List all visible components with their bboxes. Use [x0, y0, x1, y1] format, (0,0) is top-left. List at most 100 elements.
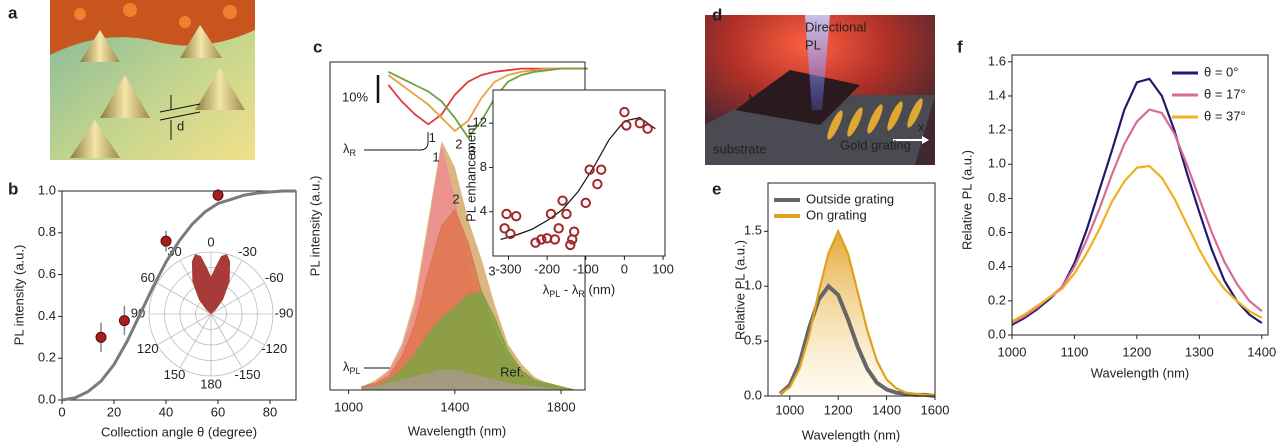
polar-tick-label: -90	[275, 305, 294, 320]
lambda-r: λR	[343, 141, 357, 158]
data-point	[642, 123, 653, 134]
polar-tick-label: 120	[137, 341, 159, 356]
y-tick-label: 0.4	[988, 258, 1006, 273]
series-line	[779, 228, 935, 396]
polar-tick-label: 0	[207, 234, 214, 249]
panel-label: c	[313, 37, 322, 56]
plot-frame	[767, 182, 936, 397]
y-tick-label: 0.5	[744, 333, 762, 348]
inset-x-title-part: λ	[543, 282, 550, 297]
grating-bar	[827, 110, 843, 140]
legend-label: θ = 0°	[1204, 64, 1238, 79]
cone	[80, 30, 120, 62]
panel-label: d	[712, 5, 722, 24]
x-tick-label: -100	[573, 261, 599, 276]
series-line	[1011, 164, 1263, 323]
x-tick-label: 1300	[1185, 344, 1214, 359]
y-tick-label: 0.8	[38, 224, 56, 239]
y-tick-label: 12	[473, 115, 487, 130]
y-tick-label: 0.0	[988, 326, 1006, 341]
data-point	[621, 120, 632, 131]
lambda-r-part: λ	[343, 141, 350, 156]
cone	[195, 68, 245, 110]
x-tick-label: 60	[211, 404, 225, 419]
panel-label: e	[712, 179, 721, 198]
y-tick-label: 1.0	[988, 156, 1006, 171]
series-label: 1	[432, 149, 439, 164]
polar-spoke	[157, 313, 212, 346]
x-tick-label: -200	[534, 261, 560, 276]
npl-film	[735, 70, 860, 125]
legend-label: θ = 37°	[1204, 108, 1246, 123]
lambda-r-arrow	[364, 132, 429, 151]
y-tick-label: 0.4	[38, 308, 56, 323]
annotation: Directional	[805, 19, 867, 34]
data-point	[510, 210, 522, 222]
data-point	[596, 164, 607, 175]
x-arrow-head	[922, 136, 929, 144]
data-point	[557, 195, 568, 206]
x-tick-label: 20	[107, 404, 121, 419]
series-label: 3	[488, 263, 495, 278]
polar-spoke	[157, 282, 212, 315]
grating-bar	[847, 107, 863, 137]
polar-tick-label: -120	[261, 341, 287, 356]
x-axis-title: Wavelength (nm)	[408, 423, 507, 438]
x-tick-label: 1600	[921, 402, 950, 417]
x-tick-label: 80	[263, 404, 277, 419]
polar-tick-label: -60	[265, 270, 284, 285]
polar-tick-label: 150	[164, 367, 186, 382]
y-tick-label: 1.2	[988, 122, 1006, 137]
illustration-d	[705, 15, 935, 165]
polar-spoke	[179, 313, 212, 368]
particle	[123, 3, 137, 17]
fit-curve	[500, 117, 656, 240]
inset-bg	[493, 90, 665, 256]
y-tick-label: 1.0	[38, 182, 56, 197]
x-tick-label: 40	[159, 404, 173, 419]
inset-x-title: λPL - λR (nm)	[543, 282, 615, 299]
pl-area	[361, 291, 575, 391]
gap-line	[159, 111, 201, 121]
polar-tick-label: -30	[238, 244, 257, 259]
scale-label: 10%	[342, 89, 368, 104]
inset-x-title-part: PL	[549, 289, 560, 299]
lambda-pl: λPL	[343, 359, 361, 376]
particle	[74, 8, 86, 20]
pl-beam	[805, 15, 830, 110]
annotation: NPL	[748, 91, 773, 106]
panel-label: f	[957, 37, 963, 56]
data-point	[565, 239, 576, 251]
y-tick-label: 0.2	[988, 292, 1006, 307]
lambda-pl-part: PL	[350, 366, 361, 376]
lambda-r-part: R	[350, 148, 357, 158]
inset-x-title-part: (nm)	[585, 282, 615, 297]
x-tick-label: 1000	[775, 402, 804, 417]
panel-label: a	[8, 3, 18, 22]
y-tick-label: 0.6	[38, 266, 56, 281]
legend-label: θ = 17°	[1204, 86, 1246, 101]
legend-label: On grating	[806, 207, 867, 222]
y-tick-label: 1.5	[744, 223, 762, 238]
y-axis-title: Relative PL (a.u.)	[959, 150, 974, 250]
grating-bar	[907, 98, 923, 128]
inset-x-title-part: R	[578, 289, 585, 299]
x-tick-label: 100	[652, 261, 674, 276]
y-tick-label: 0.0	[744, 387, 762, 402]
polar-tick-label: 180	[200, 376, 222, 391]
x-tick-label: 0	[58, 404, 65, 419]
data-point	[545, 208, 557, 220]
data-point	[549, 234, 561, 245]
x-axis-title: Wavelength (nm)	[1091, 365, 1190, 380]
polar-spoke	[210, 313, 265, 346]
fit-curve	[61, 189, 296, 402]
data-point	[619, 106, 630, 118]
data-point	[499, 223, 510, 234]
x-tick-label: 1400	[440, 399, 469, 414]
particle	[179, 16, 191, 28]
y-axis-title: PL intensity (a.u.)	[307, 176, 322, 277]
reflectance-line	[387, 67, 588, 139]
inset-x-title-part: - λ	[560, 282, 579, 297]
y-tick-label: 8	[480, 159, 487, 174]
